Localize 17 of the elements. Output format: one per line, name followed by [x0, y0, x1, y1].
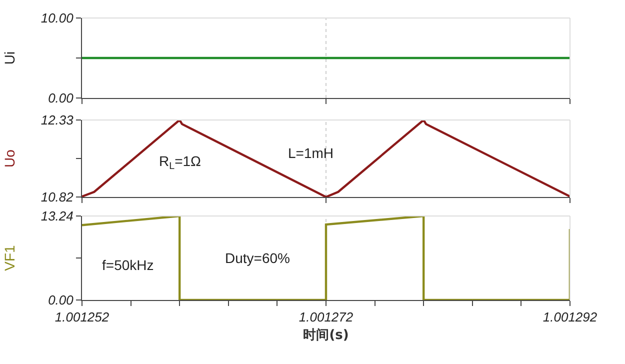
- y-tick-label: 12.33: [40, 112, 74, 128]
- y-tick-label: 0.00: [48, 292, 74, 308]
- y-tick-label: 13.24: [40, 208, 74, 224]
- y-axis-title: VF1: [1, 244, 18, 271]
- x-axis-title: 时间(s): [303, 328, 349, 344]
- x-tick-label: 1.001272: [298, 310, 354, 325]
- annotation: Duty=60%: [225, 250, 290, 266]
- y-tick-label: 10.82: [40, 190, 74, 205]
- y-axis-title: Uo: [1, 149, 18, 168]
- x-tick-label: 1.001292: [542, 310, 598, 325]
- annotation: R$_{L}$=1Ω: [159, 153, 202, 172]
- annotation: L=1mH: [288, 145, 334, 161]
- x-tick-label: 1.001252: [54, 310, 110, 325]
- y-tick-label: 0.00: [48, 90, 74, 106]
- y-axis-title: Ui: [1, 51, 18, 65]
- y-tick-label: 10.00: [40, 10, 74, 26]
- annotation: f=50kHz: [102, 257, 154, 273]
